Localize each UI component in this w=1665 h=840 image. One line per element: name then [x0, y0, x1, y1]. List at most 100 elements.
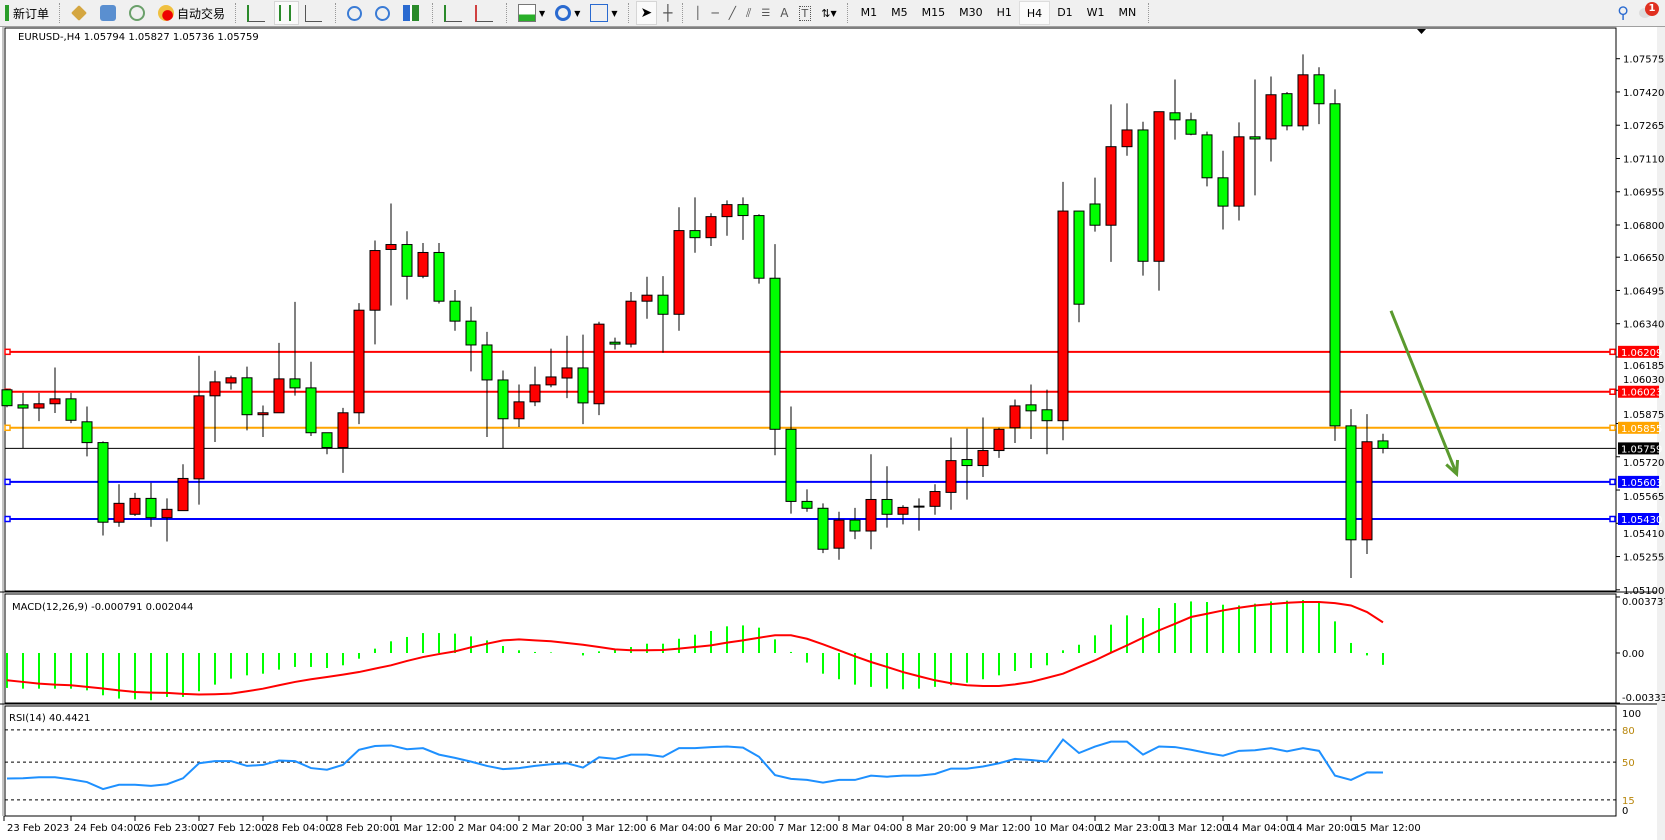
candle	[1009, 405, 1021, 429]
timeframe-d1[interactable]: D1	[1057, 5, 1073, 19]
navigator-button[interactable]	[96, 2, 123, 24]
timeframe-h4[interactable]: H4	[1018, 1, 1051, 25]
level-price-label: 1.06209	[1621, 348, 1662, 359]
crosshair-tool[interactable]: ┼	[659, 2, 676, 24]
timeframe-h1[interactable]: H1	[996, 5, 1012, 19]
candlestick-chart-button[interactable]	[274, 1, 300, 25]
macd-axis-label: 0.003737	[1622, 597, 1665, 608]
candle	[97, 442, 109, 523]
toolbar-separator	[682, 3, 684, 23]
candles	[1, 54, 1460, 579]
level-price-tag	[1618, 385, 1659, 398]
candle	[721, 204, 733, 218]
price-tick-label: 1.07575	[1623, 55, 1664, 66]
toolbar-separator	[627, 3, 630, 23]
rsi-line	[6, 738, 1384, 791]
candle	[241, 377, 253, 416]
toolbar-separator	[506, 3, 508, 23]
timeframe-m5[interactable]: M5	[891, 5, 908, 19]
date-label: 8 Mar 04:00	[842, 823, 902, 834]
zoom-out-button[interactable]	[371, 2, 397, 24]
candle	[625, 300, 637, 345]
indicators-button[interactable]: ▼	[514, 2, 549, 24]
tile-windows-button[interactable]	[399, 2, 426, 24]
fibonacci-tool[interactable]: ☰	[757, 2, 774, 24]
candle	[145, 497, 157, 519]
timeframe-mn[interactable]: MN	[1118, 5, 1137, 19]
right-edge	[1657, 27, 1665, 840]
level-handle-left[interactable]	[4, 515, 11, 523]
vertical-line-tool[interactable]: │	[690, 2, 705, 24]
candle	[833, 519, 845, 549]
fibonacci-icon: ☰	[761, 7, 771, 19]
person-icon	[100, 5, 117, 21]
arrows-tool[interactable]: ⇅ ▼	[817, 2, 840, 24]
notification-badge: 1	[1645, 2, 1659, 16]
candle	[513, 401, 525, 420]
dropdown-icon: ▼	[574, 8, 581, 18]
dropdown-icon: ▼	[539, 8, 546, 18]
line-chart-button[interactable]	[301, 2, 329, 24]
level-price-label: 1.05855	[1621, 424, 1662, 435]
auto-scroll-button[interactable]	[440, 2, 469, 24]
auto-trading-label: 自动交易	[177, 6, 226, 21]
candle	[33, 403, 45, 409]
bid-price-label: 1.05759	[1621, 444, 1662, 455]
price-tick-label: 1.05720	[1623, 458, 1664, 469]
level-price-tag	[1618, 421, 1659, 434]
date-label: 14 Mar 04:00	[1226, 823, 1293, 834]
chart-background	[0, 27, 1665, 840]
date-label: 28 Feb 20:00	[330, 823, 396, 834]
chart-shift-marker-icon[interactable]	[1417, 29, 1426, 34]
chart-shift-icon	[475, 4, 494, 22]
trend-arrow-line[interactable]	[1389, 310, 1458, 475]
channel-icon: ⫽	[745, 5, 752, 20]
text-label-tool[interactable]: T	[795, 2, 816, 24]
horizontal-line-tool[interactable]: ─	[708, 2, 723, 24]
auto-trading-button[interactable]: 自动交易	[154, 2, 229, 24]
level-price-label: 1.05430	[1621, 515, 1662, 526]
trendline-tool[interactable]: ╱	[725, 2, 740, 24]
candle	[1201, 134, 1213, 179]
level-handle-left[interactable]	[4, 478, 11, 486]
macd-signal-line	[6, 601, 1384, 696]
level-handle-left[interactable]	[4, 348, 11, 356]
rsi-axis-label: 80	[1622, 726, 1635, 737]
candle	[945, 460, 957, 493]
cursor-icon: ➤	[640, 5, 653, 21]
candle	[481, 344, 493, 381]
notifications-button[interactable]: 1	[1639, 2, 1659, 22]
chart-shift-button[interactable]	[471, 2, 500, 24]
timeframe-m1[interactable]: M1	[860, 5, 878, 19]
new-order-button[interactable]: 新订单	[1, 2, 53, 24]
bar-chart-button[interactable]	[243, 2, 272, 24]
timeframe-w1[interactable]: W1	[1086, 5, 1105, 19]
equidistant-channel-tool[interactable]: ⫽	[742, 2, 755, 24]
search-icon[interactable]: ⚲	[1617, 2, 1629, 22]
timeframe-m30[interactable]: M30	[959, 5, 983, 19]
timeframe-m15[interactable]: M15	[921, 5, 946, 19]
candle	[593, 323, 605, 405]
level-handle-left[interactable]	[4, 424, 11, 432]
price-tick-label: 1.06650	[1623, 253, 1664, 264]
templates-button[interactable]: ▼	[586, 2, 621, 24]
level-handle-right[interactable]	[1609, 388, 1616, 395]
level-handle-right[interactable]	[1609, 515, 1616, 523]
level-handle-right[interactable]	[1609, 424, 1616, 432]
candle	[161, 508, 173, 519]
level-handle-right[interactable]	[1609, 478, 1616, 486]
trendline-icon: ╱	[728, 6, 736, 20]
candle	[385, 244, 397, 250]
periods-button[interactable]: ▼	[551, 2, 584, 24]
date-label: 13 Mar 12:00	[1162, 823, 1229, 834]
cursor-tool[interactable]: ➤	[635, 1, 658, 25]
candle	[1057, 210, 1069, 422]
price-tick-label: 1.05255	[1623, 553, 1664, 564]
text-tool[interactable]: A	[776, 2, 792, 24]
signal-button[interactable]	[125, 2, 152, 24]
zoom-in-button[interactable]	[343, 2, 369, 24]
candle	[353, 309, 365, 414]
level-handle-right[interactable]	[1609, 348, 1616, 356]
level-price-tag	[1618, 345, 1659, 358]
